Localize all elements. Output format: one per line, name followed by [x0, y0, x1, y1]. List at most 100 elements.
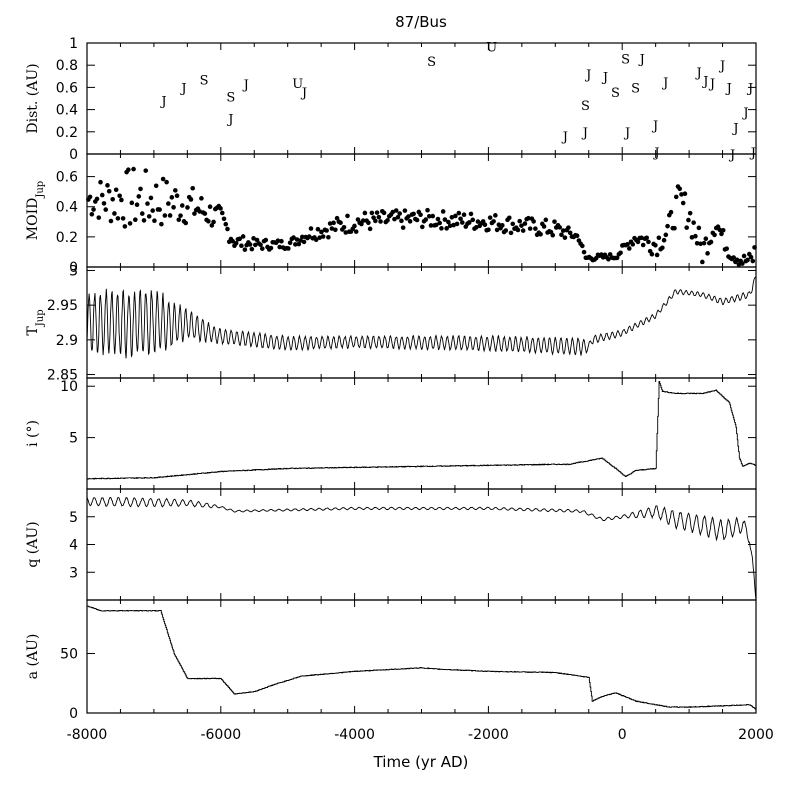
moid-point: [94, 196, 100, 202]
moid-point: [183, 220, 189, 226]
encounter-label: J: [652, 146, 659, 161]
panel-moid: 0 0.2 0.4 0.6 MOIDJup: [25, 153, 757, 276]
y-tick-label: 5: [69, 431, 78, 447]
moid-point: [174, 193, 180, 198]
moid-point: [661, 237, 667, 243]
y-axis-label-moid: MOIDJup: [25, 181, 46, 240]
panel-incl: 5 10 i (°): [25, 377, 757, 490]
panel-frame-a: [86, 599, 757, 714]
moid-point: [211, 219, 216, 225]
moid-point: [369, 210, 375, 216]
moid-point: [353, 229, 359, 234]
moid-point: [446, 219, 451, 225]
moid-point: [724, 246, 729, 251]
moid-point: [677, 186, 683, 192]
y-tick-label: 0.6: [56, 80, 78, 96]
moid-point: [527, 226, 533, 231]
moid-point: [91, 207, 96, 212]
moid-point: [541, 224, 547, 229]
moid-point: [293, 242, 298, 247]
moid-point: [249, 246, 255, 252]
moid-point: [294, 237, 300, 242]
y-axis-label-subscript: Jup: [35, 309, 46, 327]
moid-point: [159, 221, 164, 227]
moid-point: [470, 217, 476, 223]
encounter-label: J: [661, 76, 668, 91]
moid-point: [703, 236, 709, 242]
moid-point: [550, 232, 556, 238]
moid-point: [736, 262, 742, 267]
moid-point: [169, 195, 175, 200]
x-tick-label: -4000: [334, 727, 375, 743]
moid-point: [378, 219, 383, 224]
moid-point: [338, 220, 343, 226]
moid-point: [694, 240, 700, 246]
moid-point: [162, 213, 168, 218]
moid-point: [654, 252, 660, 258]
y-axis-label-dist: Dist. (AU): [25, 63, 41, 133]
moid-point: [456, 210, 462, 216]
moid-point: [225, 226, 230, 232]
moid-point: [141, 218, 147, 223]
encounter-label: J: [638, 53, 645, 68]
moid-point: [656, 235, 662, 241]
moid-point: [653, 242, 658, 248]
moid-point: [352, 223, 357, 229]
moid-point: [113, 187, 119, 193]
y-tick-label: 0: [69, 260, 78, 276]
y-tick-label: 0: [69, 147, 78, 163]
moid-point: [277, 244, 282, 250]
moid-point: [313, 237, 319, 243]
moid-point: [460, 220, 465, 225]
encounter-label: S: [226, 90, 235, 105]
moid-point: [522, 221, 528, 226]
moid-point: [559, 232, 564, 238]
moid-point: [741, 253, 747, 259]
moid-point: [543, 217, 549, 223]
moid-point: [454, 221, 460, 227]
moid-point: [752, 245, 757, 250]
moid-point: [500, 223, 505, 228]
x-axis: -8000 -6000 -4000 -2000 0 2000: [67, 727, 774, 743]
moid-point: [660, 245, 665, 251]
moid-point: [680, 200, 686, 206]
moid-point: [496, 222, 502, 227]
encounter-label: S: [427, 55, 436, 70]
y-tick-label: 0.2: [56, 230, 78, 246]
moid-point: [171, 205, 176, 210]
panel-q: 3 4 5 q (AU): [25, 488, 757, 601]
moid-point: [108, 218, 114, 224]
moid-point: [705, 251, 710, 256]
encounter-label: S: [611, 86, 620, 101]
moid-point: [508, 230, 514, 236]
moid-point: [206, 219, 211, 224]
moid-point: [160, 176, 166, 182]
moid-point: [731, 255, 736, 260]
encounter-label: J: [242, 78, 249, 93]
y-tick-label: 2.95: [47, 298, 78, 314]
moid-point: [148, 195, 154, 201]
y-tick-label: 4: [69, 538, 78, 554]
moid-point: [581, 249, 587, 255]
moid-point: [466, 220, 472, 225]
moid-point: [691, 220, 696, 225]
moid-point: [402, 208, 408, 213]
moid-point: [152, 218, 157, 223]
moid-point: [306, 234, 312, 239]
moid-point: [219, 210, 225, 216]
y-tick-label: 2.85: [47, 368, 78, 384]
moid-point: [133, 217, 138, 223]
y-axis-label-q: q (AU): [25, 521, 41, 567]
y-axis-label-subscript: Jup: [35, 181, 46, 199]
moid-point: [101, 201, 107, 206]
y-tick-label: 0.8: [56, 58, 78, 74]
moid-point: [440, 209, 446, 214]
encounter-label: J: [746, 81, 753, 96]
moid-point: [202, 211, 208, 216]
moid-point: [444, 226, 449, 231]
moid-point: [673, 194, 679, 200]
moid-point: [120, 216, 126, 221]
moid-point: [531, 219, 536, 224]
y-tick-label: 2.9: [56, 333, 78, 349]
